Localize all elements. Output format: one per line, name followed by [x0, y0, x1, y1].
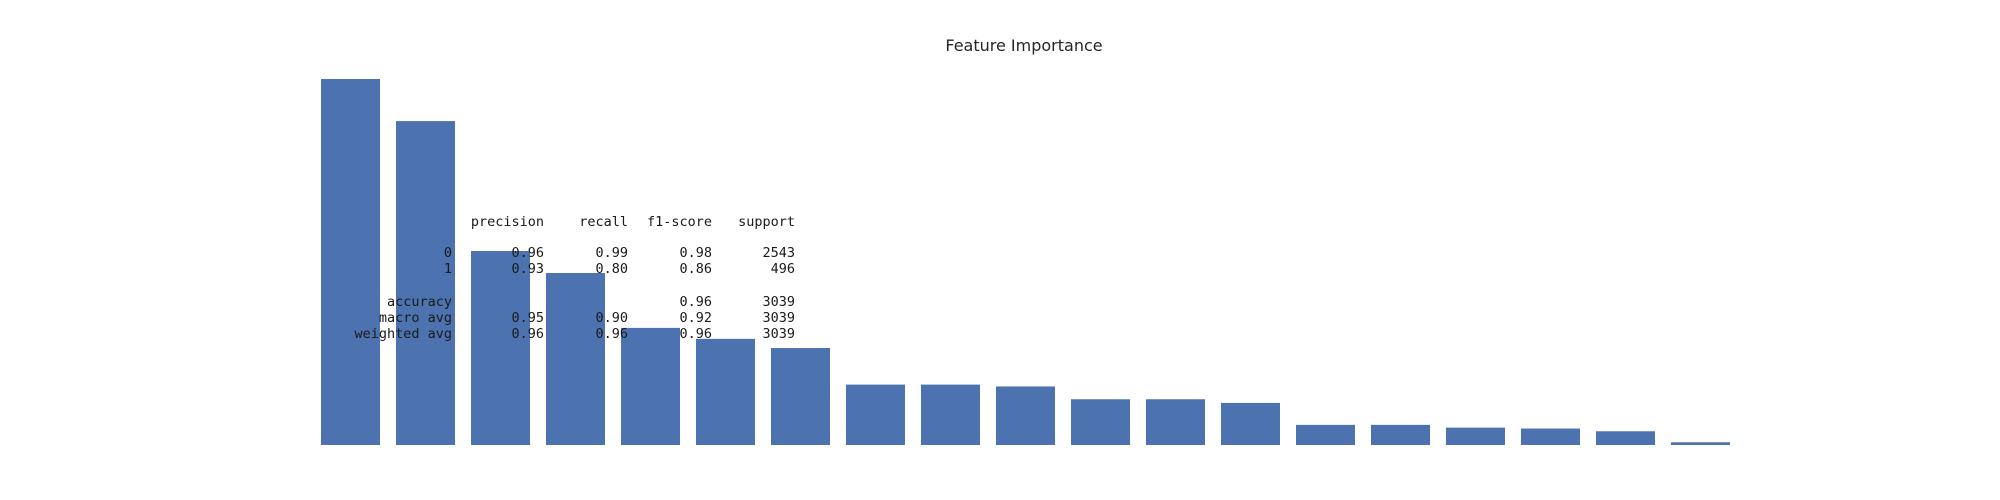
report-0-precision: 0.96: [511, 245, 544, 261]
report-3-f1: 0.92: [679, 310, 712, 326]
classification-report: precision recall f1-score support 0 0.96 0…: [354, 214, 795, 342]
bar-16: [1446, 427, 1505, 445]
bar-18: [1596, 431, 1655, 445]
report-3-precision: 0.95: [511, 310, 544, 326]
report-4-label: weighted avg: [354, 326, 452, 342]
chart-title: Feature Importance: [945, 36, 1102, 55]
bar-17: [1521, 428, 1580, 445]
report-header-support: support: [738, 214, 795, 230]
report-4-support: 3039: [762, 326, 795, 342]
report-0-recall: 0.99: [595, 245, 628, 261]
report-4-f1: 0.96: [679, 326, 712, 342]
report-1-f1: 0.86: [679, 261, 712, 277]
bar-2: [396, 121, 455, 445]
bar-9: [921, 384, 980, 445]
report-header-precision: precision: [471, 214, 544, 230]
bar-7: [771, 348, 830, 445]
report-1-support: 496: [771, 261, 795, 277]
bar-1: [321, 79, 380, 445]
report-0-support: 2543: [762, 245, 795, 261]
report-2-f1: 0.96: [679, 294, 712, 310]
report-1-precision: 0.93: [511, 261, 544, 277]
bar-14: [1296, 424, 1355, 445]
bar-4: [546, 272, 605, 445]
report-1-recall: 0.80: [595, 261, 628, 277]
bar-12: [1146, 399, 1205, 445]
bar-8: [846, 384, 905, 445]
report-0-label: 0: [444, 245, 452, 261]
report-3-support: 3039: [762, 310, 795, 326]
report-header-recall: recall: [579, 214, 628, 230]
report-3-label: macro avg: [379, 310, 452, 326]
report-0-f1: 0.98: [679, 245, 712, 261]
report-2-support: 3039: [762, 294, 795, 310]
bar-6: [696, 338, 755, 445]
bar-5: [621, 327, 680, 445]
report-4-recall: 0.96: [595, 326, 628, 342]
bar-11: [1071, 399, 1130, 445]
bars-group: [321, 79, 1730, 445]
report-header-f1-score: f1-score: [647, 214, 712, 230]
bar-13: [1221, 402, 1280, 445]
report-2-label: accuracy: [387, 294, 452, 310]
bar-19: [1671, 442, 1730, 445]
bar-10: [996, 386, 1055, 445]
report-3-recall: 0.90: [595, 310, 628, 326]
report-4-precision: 0.96: [511, 326, 544, 342]
report-1-label: 1: [444, 261, 452, 277]
bar-15: [1371, 424, 1430, 445]
bar-3: [471, 251, 530, 445]
